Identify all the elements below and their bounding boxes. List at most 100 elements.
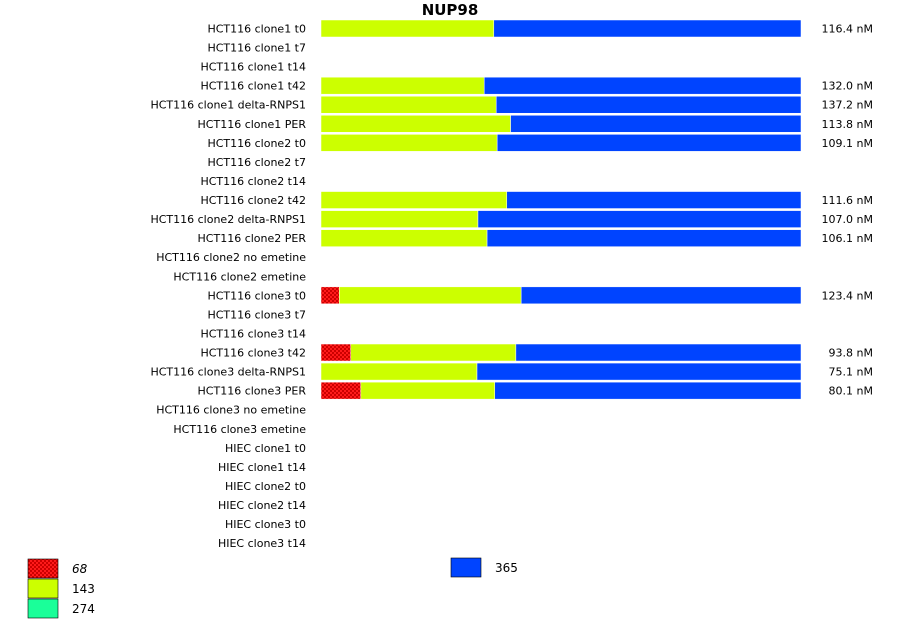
row-label: HCT116 clone3 delta-RNPS1 [150, 366, 306, 379]
bar-segment-143 [320, 210, 479, 228]
concentration-label: 109.1 nM [822, 137, 873, 150]
row-label: HCT116 clone2 no emetine [156, 251, 306, 264]
rows-layer: HCT116 clone1 t0 116.4 nM HCT116 clone1 t7… [150, 19, 873, 550]
bar-row: HIEC clone2 t0 [225, 480, 306, 493]
bar-segment-365 [496, 134, 802, 152]
row-label: HCT116 clone2 t0 [207, 137, 306, 150]
bar-segment-143 [320, 191, 508, 209]
concentration-label: 123.4 nM [822, 289, 873, 302]
bar-segment-365 [510, 115, 802, 133]
bar-row: HIEC clone1 t14 [218, 461, 306, 474]
concentration-label: 132.0 nM [822, 80, 873, 93]
legend-label: 143 [72, 582, 95, 596]
row-label: HCT116 clone2 emetine [173, 270, 306, 283]
legend-item: 68 [27, 558, 88, 579]
row-label: HCT116 clone2 PER [198, 232, 307, 245]
row-label: HCT116 clone1 t0 [207, 23, 306, 36]
legend-item: 143 [27, 578, 95, 599]
bar-segment-365 [494, 381, 802, 400]
bar-segment-365 [476, 362, 802, 381]
row-label: HIEC clone3 t14 [218, 537, 306, 550]
row-label: HIEC clone3 t0 [225, 518, 306, 531]
bar-segment-365 [486, 229, 802, 247]
bar-segment-365 [506, 191, 802, 209]
bar-segment-143 [320, 362, 478, 381]
concentration-label: 137.2 nM [822, 99, 873, 112]
chart-title: NUP98 [422, 1, 479, 19]
bar-row: HCT116 clone2 t0 109.1 nM [207, 134, 873, 152]
legend-swatch [450, 557, 482, 578]
row-label: HCT116 clone3 t7 [207, 308, 306, 321]
bar-row: HCT116 clone2 t14 [200, 175, 306, 188]
bar-row: HIEC clone3 t0 [225, 518, 306, 531]
bar-segment-365 [520, 286, 802, 305]
bar-row: HCT116 clone2 PER 106.1 nM [198, 229, 873, 247]
row-label: HCT116 clone2 t7 [207, 156, 306, 169]
row-label: HCT116 clone2 t14 [200, 175, 306, 188]
bar-segment-143 [320, 76, 485, 95]
bar-segment-365 [515, 343, 802, 362]
bar-row: HCT116 clone3 t42 93.8 nM [200, 343, 873, 362]
bar-row: HCT116 clone3 t0 123.4 nM [207, 286, 873, 305]
bar-segment-365 [495, 95, 802, 114]
bar-row: HCT116 clone3 emetine [173, 423, 306, 436]
bar-segment-143 [320, 115, 511, 133]
bar-row: HCT116 clone2 emetine [173, 270, 306, 283]
concentration-label: 107.0 nM [822, 213, 873, 226]
row-label: HCT116 clone1 PER [198, 118, 307, 131]
concentration-label: 113.8 nM [822, 118, 873, 131]
bar-segment-143 [320, 134, 498, 152]
bar-segment-68 [320, 286, 340, 305]
bar-row: HCT116 clone3 PER 80.1 nM [198, 381, 873, 400]
bar-segment-143 [350, 343, 517, 362]
row-label: HCT116 clone3 emetine [173, 423, 306, 436]
bar-row: HIEC clone1 t0 [225, 442, 306, 455]
bar-row: HCT116 clone1 t14 [200, 61, 306, 74]
row-label: HCT116 clone3 no emetine [156, 404, 306, 417]
row-label: HCT116 clone1 t42 [200, 80, 306, 93]
bar-row: HCT116 clone3 t14 [200, 327, 306, 340]
bar-row: HCT116 clone2 delta-RNPS1 107.0 nM [150, 210, 873, 228]
row-label: HIEC clone2 t0 [225, 480, 306, 493]
concentration-label: 93.8 nM [829, 347, 873, 360]
row-label: HCT116 clone2 delta-RNPS1 [150, 213, 306, 226]
row-label: HCT116 clone1 t7 [207, 42, 306, 55]
legend-item: 274 [27, 598, 95, 619]
concentration-label: 106.1 nM [822, 232, 873, 245]
bar-segment-143 [360, 381, 496, 400]
legend-label: 68 [72, 562, 88, 576]
bar-segment-143 [320, 229, 488, 247]
legend: 68 143 274 365 [27, 557, 518, 619]
bar-segment-143 [320, 95, 497, 114]
bar-row: HCT116 clone2 t7 [207, 156, 306, 169]
bar-row: HCT116 clone3 delta-RNPS1 75.1 nM [150, 362, 873, 381]
row-label: HCT116 clone3 t42 [200, 347, 306, 360]
legend-item: 365 [450, 557, 518, 578]
bar-segment-365 [477, 210, 802, 228]
bar-row: HCT116 clone1 t7 [207, 42, 306, 55]
concentration-label: 80.1 nM [829, 385, 873, 398]
bar-row: HIEC clone2 t14 [218, 499, 306, 512]
legend-swatch [27, 598, 59, 619]
bar-row: HCT116 clone2 no emetine [156, 251, 306, 264]
bar-row: HCT116 clone2 t42 111.6 nM [200, 191, 873, 209]
concentration-label: 116.4 nM [822, 23, 873, 36]
legend-label: 365 [495, 561, 518, 575]
bar-row: HCT116 clone1 delta-RNPS1 137.2 nM [150, 95, 873, 114]
row-label: HCT116 clone3 PER [198, 385, 307, 398]
row-label: HIEC clone1 t14 [218, 461, 306, 474]
concentration-label: 75.1 nM [829, 366, 873, 379]
bar-row: HCT116 clone1 PER 113.8 nM [198, 115, 873, 133]
bar-row: HCT116 clone1 t42 132.0 nM [200, 76, 873, 95]
bar-segment-365 [483, 76, 802, 95]
row-label: HIEC clone1 t0 [225, 442, 306, 455]
row-label: HCT116 clone2 t42 [200, 194, 306, 207]
bar-segment-143 [338, 286, 522, 305]
concentration-label: 111.6 nM [822, 194, 873, 207]
bar-segment-68 [320, 343, 352, 362]
row-label: HCT116 clone1 delta-RNPS1 [150, 99, 306, 112]
bar-segment-143 [320, 19, 495, 38]
legend-swatch [27, 558, 59, 579]
row-label: HCT116 clone3 t0 [207, 289, 306, 302]
